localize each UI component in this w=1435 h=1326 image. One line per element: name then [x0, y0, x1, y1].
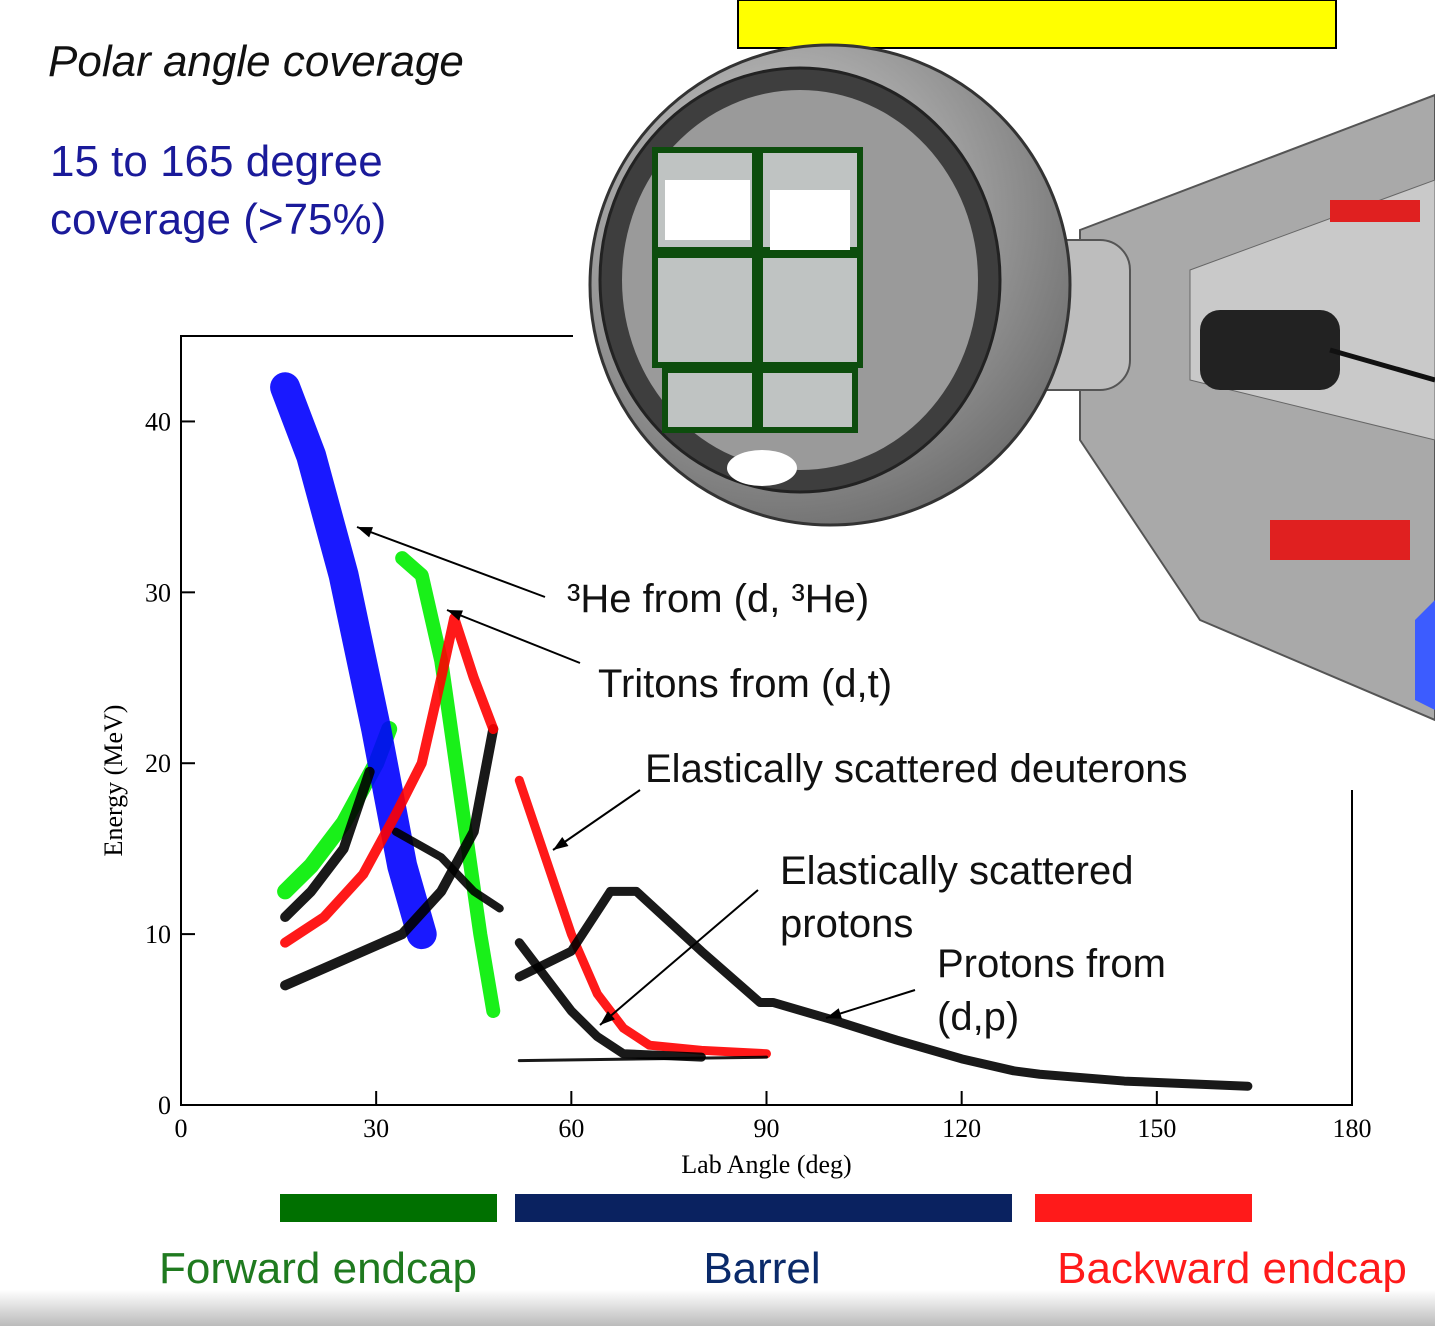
scatter-band	[285, 387, 422, 934]
x-tick-label: 0	[175, 1114, 188, 1143]
y-tick-label: 30	[145, 578, 171, 607]
slide: Polar angle coverage 15 to 165 degree co…	[0, 0, 1435, 1326]
y-tick-label: 0	[158, 1091, 171, 1120]
arrow-head	[826, 1008, 842, 1018]
region-label: Forward endcap	[159, 1244, 477, 1293]
y-tick-label: 40	[145, 407, 171, 436]
arrow-head	[357, 527, 373, 537]
scatter-band	[519, 780, 766, 1053]
annotation: Elastically scattered deuterons	[645, 747, 1188, 791]
x-tick-label: 180	[1333, 1114, 1372, 1143]
x-tick-label: 30	[363, 1114, 389, 1143]
annotation: ³He from (d, ³He)	[567, 577, 869, 621]
frame-shadow	[0, 1290, 1435, 1326]
annotation: Protons from	[937, 942, 1166, 986]
region-label: Backward endcap	[1057, 1244, 1407, 1293]
arrow	[553, 790, 640, 850]
highlight-box	[738, 0, 1336, 48]
arrow	[357, 527, 545, 597]
coverage-text: coverage (>75%)	[50, 195, 386, 244]
coverage-text: 15 to 165 degree	[50, 137, 383, 186]
y-tick-label: 20	[145, 749, 171, 778]
x-axis-label: Lab Angle (deg)	[681, 1150, 851, 1179]
scatter-band	[519, 1057, 766, 1060]
page: Polar angle coverage 15 to 165 degree co…	[0, 0, 1435, 1326]
arrow-head	[553, 837, 568, 850]
heading: Polar angle coverage	[48, 37, 464, 86]
x-tick-label: 120	[942, 1114, 981, 1143]
annotation: Tritons from (d,t)	[598, 662, 892, 706]
arrow	[600, 890, 758, 1025]
x-tick-label: 90	[754, 1114, 780, 1143]
y-tick-label: 10	[145, 920, 171, 949]
annotation: (d,p)	[937, 995, 1019, 1039]
region-bars	[280, 1194, 1252, 1222]
region-label: Barrel	[703, 1244, 820, 1293]
y-axis-label: Energy (MeV)	[99, 705, 128, 857]
x-tick-label: 60	[558, 1114, 584, 1143]
x-tick-label: 150	[1137, 1114, 1176, 1143]
annotation: Elastically scattered	[780, 849, 1133, 893]
annotation: protons	[780, 902, 913, 946]
